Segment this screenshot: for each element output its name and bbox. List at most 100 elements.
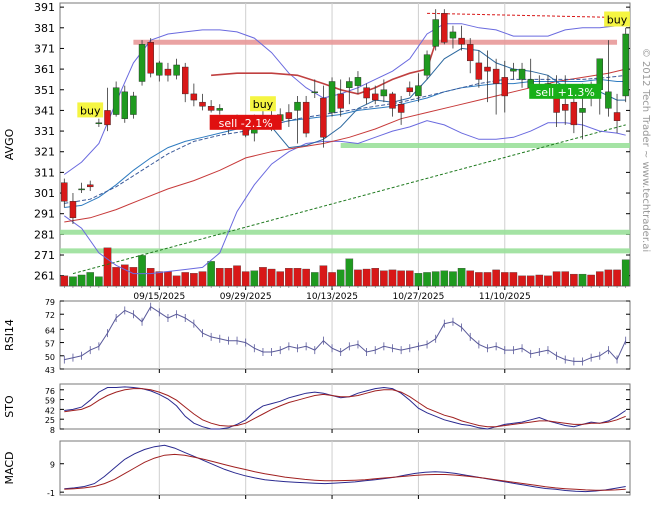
volume-bar: [518, 275, 526, 287]
candle-body: [441, 13, 448, 43]
volume-bar: [457, 268, 466, 287]
candle: [346, 77, 353, 105]
xtick-label: 11/10/2025: [479, 292, 531, 302]
ytick-label: 321: [34, 146, 55, 159]
candle-body: [182, 66, 189, 95]
y-axis-title-0: AVGO: [3, 128, 16, 160]
panel-frame-1: [59, 300, 631, 370]
signal-text: buy: [253, 98, 274, 111]
volume-bar: [138, 255, 146, 287]
candle: [112, 81, 120, 117]
candle-body: [510, 68, 517, 72]
candle-body: [199, 101, 206, 107]
volume-bar: [475, 272, 483, 287]
candle-body: [613, 112, 621, 121]
volume-bar: [362, 268, 371, 287]
volume-bar: [207, 261, 215, 287]
xtick-label: 10/27/2025: [392, 292, 444, 302]
volume-bar: [431, 271, 440, 287]
candle-body: [207, 106, 215, 111]
volume-bar: [380, 270, 388, 287]
candle: [294, 95, 301, 144]
candle: [467, 38, 474, 74]
signal-bg: [529, 83, 602, 99]
candle: [311, 79, 318, 99]
candle: [87, 180, 94, 191]
volume-bar: [69, 276, 77, 287]
volume-bar: [250, 270, 259, 287]
ytick-label: 301: [34, 187, 55, 200]
bollinger-lower-line: [64, 120, 626, 275]
volume-bar: [155, 271, 164, 287]
volume-bar: [60, 275, 69, 287]
volume-bar: [397, 270, 405, 287]
volume-bar: [449, 271, 457, 287]
candle-body: [518, 68, 526, 80]
ytick-label: 50: [45, 353, 55, 362]
candle-body: [69, 201, 77, 219]
candle: [173, 58, 180, 80]
candle: [441, 9, 448, 45]
volume-bar: [310, 272, 319, 287]
volume-bar: [77, 274, 86, 287]
candle-body: [164, 68, 172, 76]
candle: [130, 91, 137, 119]
ytick-label: 311: [34, 166, 55, 179]
candle-body: [147, 42, 154, 74]
rsi-line: [64, 305, 627, 362]
candle: [562, 75, 569, 125]
ytick-label: 64: [45, 326, 55, 335]
volume-bar: [492, 269, 500, 287]
ytick-label: 371: [34, 42, 55, 55]
ytick-label: 351: [34, 84, 55, 97]
candle-body: [423, 54, 431, 76]
volume-bar: [483, 272, 492, 287]
volume-bar: [388, 269, 397, 287]
watermark: © 2012 Tech Trader ~ www.techtrader.ai: [640, 48, 651, 252]
candle-body: [449, 31, 457, 39]
volume-bar: [336, 269, 345, 287]
ytick-label: 57: [45, 340, 55, 349]
candle-body: [285, 112, 293, 119]
candle-body: [173, 64, 180, 76]
volume-bar: [198, 271, 207, 287]
signal-label: sell -2.1%: [209, 114, 282, 130]
volume-bar: [241, 271, 250, 287]
candle: [380, 79, 388, 103]
volume-bar: [345, 258, 354, 287]
signal-label: buy: [250, 96, 276, 112]
ytick-label: 331: [34, 125, 55, 138]
candle-body: [328, 81, 336, 113]
candle-body: [389, 93, 396, 109]
volume-bar: [414, 273, 423, 287]
candle-body: [294, 101, 301, 111]
candle-body: [216, 108, 223, 111]
volume-bar: [224, 268, 233, 287]
candle: [199, 93, 206, 111]
volume-bar: [423, 272, 431, 287]
candle-body: [354, 77, 362, 86]
ytick-label: 8: [50, 426, 55, 435]
volume-bar: [259, 267, 267, 287]
candle-body: [380, 89, 388, 97]
candle: [484, 50, 491, 103]
candle: [622, 27, 629, 103]
candle-body: [346, 81, 353, 88]
candle: [354, 71, 362, 94]
volume-bar: [276, 271, 285, 287]
volume-bar: [319, 265, 328, 287]
candle-body: [112, 87, 120, 115]
candle: [518, 62, 526, 88]
signal-text: sell -2.1%: [219, 117, 273, 130]
volume-bar: [285, 268, 293, 287]
ytick-label: 261: [34, 270, 55, 283]
candle-body: [156, 62, 163, 76]
ytick-label: 341: [34, 104, 55, 117]
volume-bar: [120, 264, 129, 287]
candle: [182, 62, 189, 103]
volume-bar: [302, 268, 310, 287]
candle-body: [467, 44, 474, 62]
candle-body: [190, 93, 198, 101]
candle-body: [605, 91, 612, 109]
